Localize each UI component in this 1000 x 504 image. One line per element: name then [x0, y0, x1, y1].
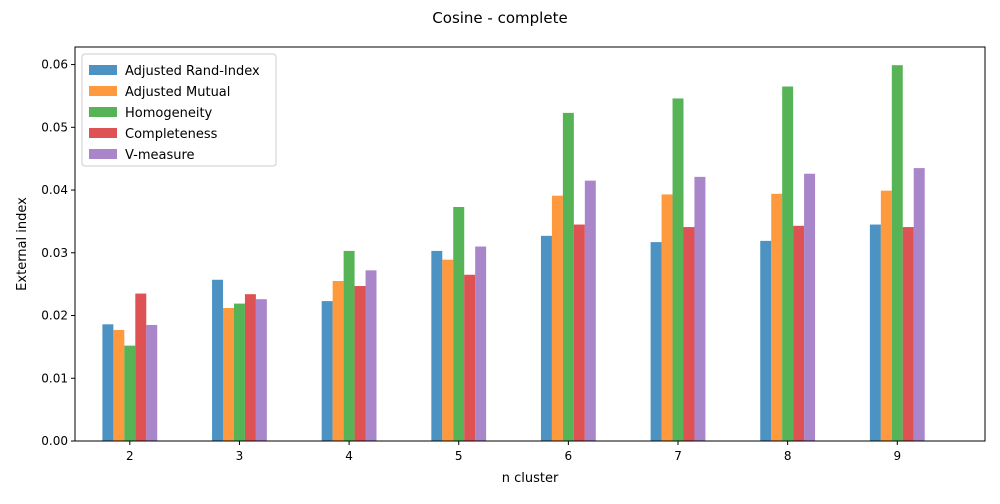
chart-title: Cosine - complete	[432, 9, 567, 27]
x-tick-label: 3	[236, 449, 244, 463]
legend-label: Homogeneity	[125, 106, 213, 121]
bar	[913, 168, 925, 441]
bar	[113, 329, 125, 441]
legend-label: V-measure	[125, 148, 195, 163]
legend-swatch	[89, 149, 117, 159]
bar	[212, 279, 224, 441]
bar	[683, 227, 695, 441]
x-tick-label: 4	[345, 449, 353, 463]
legend-label: Adjusted Rand-Index	[125, 64, 260, 79]
bar	[233, 303, 245, 441]
bar	[464, 274, 476, 441]
y-tick-label: 0.02	[41, 309, 68, 323]
legend-swatch	[89, 86, 117, 96]
bar	[672, 98, 684, 441]
bar	[135, 293, 147, 441]
x-axis-label: n cluster	[502, 471, 559, 486]
bar	[146, 324, 158, 441]
legend-label: Completeness	[125, 127, 218, 142]
bar	[255, 299, 267, 441]
y-tick-label: 0.01	[41, 371, 68, 385]
bar	[891, 65, 903, 441]
bar	[442, 259, 454, 441]
bar	[804, 173, 816, 441]
bar	[869, 224, 881, 441]
x-tick-label: 7	[674, 449, 682, 463]
bar	[782, 86, 794, 441]
bar	[244, 294, 256, 441]
bar	[332, 281, 344, 441]
bar	[223, 307, 234, 441]
legend-swatch	[89, 128, 117, 138]
axes-layer: 0.00 0.01 0.02 0.03 0.04 0.05 0.06 2 3 4 5 6 7 8 9	[41, 46, 986, 463]
y-tick-label: 0.06	[41, 58, 68, 72]
y-tick-label: 0.04	[41, 183, 68, 197]
bar	[584, 180, 596, 441]
y-tick-label: 0.00	[41, 434, 68, 448]
plot-frame	[74, 46, 986, 442]
bar	[562, 112, 574, 441]
bar	[321, 301, 333, 441]
legend-box	[81, 53, 277, 167]
bar	[354, 286, 366, 441]
x-tick-label: 5	[455, 449, 463, 463]
legend-swatch	[89, 65, 117, 75]
bar	[880, 190, 892, 441]
bar	[902, 227, 914, 441]
bar	[475, 246, 487, 441]
bar	[793, 225, 805, 441]
bar	[453, 206, 465, 441]
bar	[365, 270, 377, 441]
bar	[760, 240, 772, 441]
bar	[771, 193, 783, 441]
bar	[573, 224, 585, 441]
bar	[102, 324, 114, 441]
bar	[431, 250, 443, 441]
y-tick-label: 0.05	[41, 120, 68, 134]
y-tick-label: 0.03	[41, 246, 68, 260]
legend: Adjusted Rand-Index Adjusted Mutual Homoge…	[81, 53, 277, 167]
bar	[694, 176, 706, 441]
x-tick-label: 2	[126, 449, 134, 463]
x-tick-label: 8	[784, 449, 792, 463]
bar	[650, 242, 662, 441]
bars-layer	[102, 65, 925, 441]
legend-swatch	[89, 107, 117, 117]
x-tick-label: 6	[565, 449, 573, 463]
legend-label: Adjusted Mutual	[125, 85, 230, 100]
bar	[551, 195, 563, 441]
bar	[540, 235, 552, 441]
x-tick-label: 9	[893, 449, 901, 463]
y-axis-label: External index	[15, 197, 30, 291]
bar	[343, 250, 355, 441]
bar	[661, 194, 673, 441]
bar	[124, 345, 136, 441]
